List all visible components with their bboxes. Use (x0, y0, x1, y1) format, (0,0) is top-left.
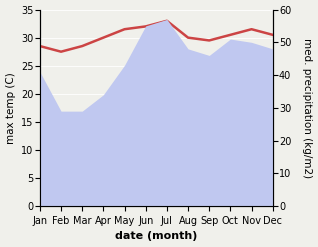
Y-axis label: med. precipitation (kg/m2): med. precipitation (kg/m2) (302, 38, 313, 178)
Y-axis label: max temp (C): max temp (C) (5, 72, 16, 144)
X-axis label: date (month): date (month) (115, 231, 197, 242)
